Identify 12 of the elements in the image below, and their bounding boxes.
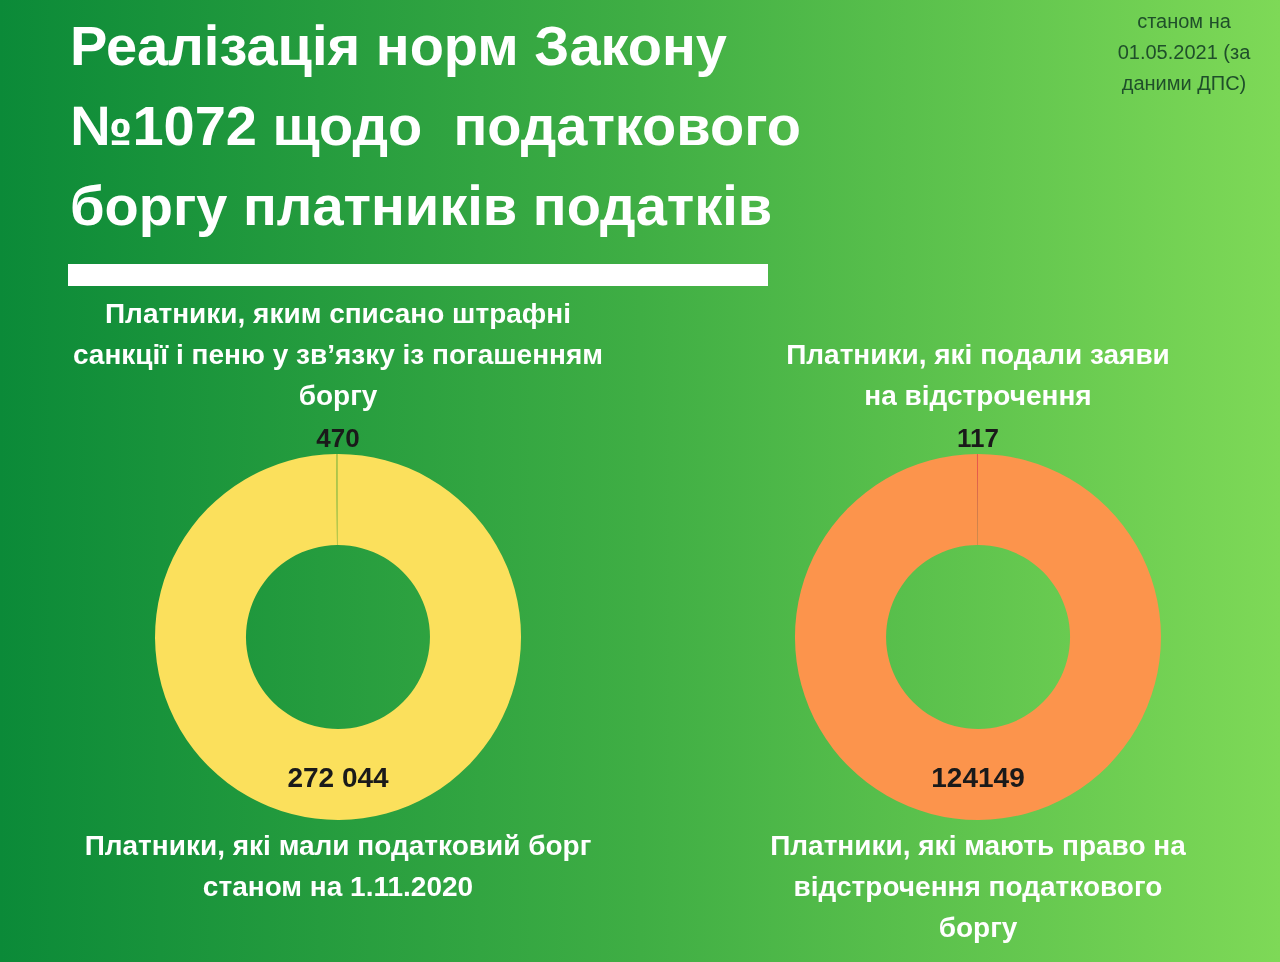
- donut-slice: [155, 454, 521, 820]
- slice-label: Платники, які подали заяви на відстрочення: [786, 339, 1170, 411]
- text: станом на 01.05.2021 (за даними ДПС): [1117, 10, 1252, 94]
- donut-slice: [795, 454, 1161, 820]
- slice-label: Платники, які мали податковий борг станом на 1.11.2020: [84, 830, 592, 902]
- slice-label: Платники, яким списано штрафні санкції і пеню у зв’язку із погашенням боргу: [72, 298, 604, 411]
- data-label: 124149: [931, 762, 1025, 793]
- data-label: 272 044: [287, 762, 390, 793]
- slice-label: Платники, які мають право на відстрочення податкового боргу: [770, 830, 1187, 943]
- data-label: 470: [316, 423, 360, 453]
- chart-title: Реалізація норм Закону №1072 щодо податкового боргу платників податків: [70, 14, 802, 237]
- data-label: 117: [957, 423, 999, 453]
